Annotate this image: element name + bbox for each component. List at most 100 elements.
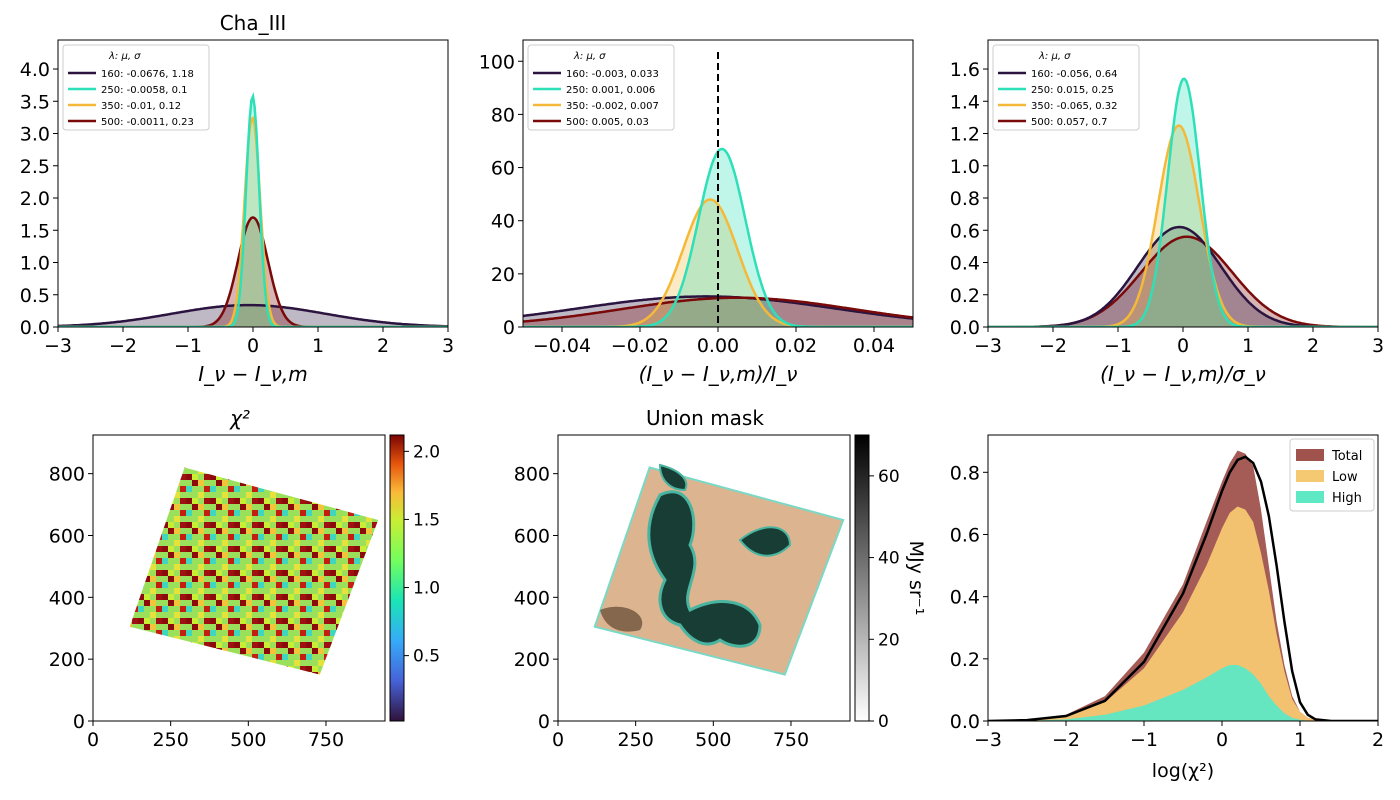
x-tick-label: 750: [308, 729, 344, 751]
series-fit-line: [58, 216, 448, 327]
y-tick-label: 1.4: [950, 91, 980, 113]
colorbar-tick-label: 20: [878, 630, 900, 650]
x-axis-label: (I_ν − I_ν,m)/σ_ν: [1100, 362, 1266, 386]
legend-label: 500: -0.0011, 0.23: [101, 117, 194, 128]
y-axis-ticks: 0.0 0.2 0.4 0.6 0.8 1.0 1.2 1.4 1.6: [950, 59, 988, 339]
x-tick-label: −3: [974, 335, 1002, 357]
y-tick-label: 60: [491, 158, 515, 180]
y-tick-label: 400: [49, 587, 85, 609]
colorbar-tick-label: 1.5: [413, 510, 440, 530]
legend-label: Total: [1331, 449, 1362, 464]
y-tick-label: 200: [49, 649, 85, 671]
legend-swatch: [1296, 491, 1324, 503]
x-tick-label: −1: [1104, 335, 1132, 357]
legend-label: 350: -0.01, 0.12: [101, 101, 181, 112]
x-axis-label: log(χ²): [1152, 760, 1214, 782]
y-tick-label: 0.8: [950, 462, 980, 484]
x-axis-ticks: 0 250 500 750: [87, 721, 344, 751]
legend-box: [527, 44, 675, 131]
plot-area: [58, 91, 448, 327]
legend-label: 250: 0.015, 0.25: [1031, 85, 1114, 96]
x-tick-label: −2: [109, 335, 137, 357]
legend-header: λ: μ, σ: [573, 51, 606, 62]
x-axis-ticks: −3 −2 −1 0 1 2: [974, 721, 1384, 751]
x-tick-label: 0.02: [775, 335, 817, 357]
y-tick-label: 200: [514, 649, 550, 671]
y-tick-label: 1.0: [950, 156, 980, 178]
x-tick-label: −2: [1039, 335, 1067, 357]
panel-chi2-map: χ² 0 250 500 750 0 200 400 600 800 0.5 1.0 1.5 2.0: [49, 406, 440, 751]
plot-area: [988, 450, 1378, 721]
panel-union-mask: Union mask 0 250 500 750 0 200 400 600 800 0 20 4…: [514, 406, 927, 751]
series-fill: [58, 217, 448, 327]
legend-swatch: [1296, 449, 1324, 461]
x-axis-ticks: −3 −2 −1 0 1 2 3: [44, 327, 454, 357]
reference-curve: [988, 455, 1378, 721]
x-tick-label: 3: [1372, 335, 1384, 357]
y-tick-label: 1.6: [950, 59, 980, 81]
plot-area: [988, 77, 1378, 327]
series-fit-line: [523, 198, 913, 327]
series-fill: [988, 227, 1378, 327]
legend-label: 350: -0.002, 0.007: [566, 101, 659, 112]
y-tick-label: 100: [479, 51, 515, 73]
legend-label: 500: 0.057, 0.7: [1031, 117, 1108, 128]
y-tick-label: 1.5: [20, 220, 50, 242]
y-tick-label: 2.5: [20, 156, 50, 178]
legend: λ: μ, σ 160: -0.003, 0.033 250: 0.001, 0.0…: [527, 44, 675, 131]
y-tick-label: 0.6: [950, 220, 980, 242]
y-tick-label: 0: [503, 317, 515, 339]
chi2-map-region: [129, 467, 379, 675]
x-tick-label: 0.04: [853, 335, 895, 357]
y-tick-label: 40: [491, 211, 515, 233]
x-tick-label: 750: [773, 729, 809, 751]
y-tick-label: 600: [49, 525, 85, 547]
series-fill: [58, 118, 448, 327]
y-tick-label: 0.5: [20, 285, 50, 307]
panel-title: Cha_III: [220, 11, 287, 35]
legend-label: 350: -0.065, 0.32: [1031, 101, 1118, 112]
y-axis-ticks: 0 20 40 60 80 100: [479, 51, 523, 339]
series-fill: [58, 305, 448, 327]
colorbar-ticks: 0 20 40 60: [869, 467, 900, 732]
x-tick-label: 0: [87, 729, 99, 751]
legend-label: 250: -0.0058, 0.1: [101, 85, 188, 96]
y-axis-ticks: 0 200 400 600 800: [49, 464, 93, 733]
y-tick-label: 0.0: [950, 317, 980, 339]
legend-label: 160: -0.003, 0.033: [566, 69, 659, 80]
colorbar: [389, 434, 405, 722]
x-tick-label: −1: [1130, 729, 1158, 751]
x-tick-label: −0.04: [533, 335, 591, 357]
x-tick-label: 1: [1242, 335, 1254, 357]
colorbar-tick-label: 2.0: [413, 442, 440, 462]
legend: Total Low High: [1289, 438, 1375, 512]
x-tick-label: −3: [44, 335, 72, 357]
panel-title: χ²: [229, 406, 250, 430]
x-tick-label: 250: [618, 729, 654, 751]
x-axis-label: I_ν − I_ν,m: [198, 362, 307, 386]
x-tick-label: 250: [153, 729, 189, 751]
legend-swatch: [1296, 470, 1324, 482]
histogram-high: [988, 665, 1324, 721]
series-fit-line: [988, 77, 1378, 327]
legend-box: [62, 44, 210, 131]
y-axis-ticks: 0 200 400 600 800: [514, 464, 558, 733]
x-axis-ticks: −0.04 −0.02 0.00 0.02 0.04: [533, 327, 895, 357]
legend-header: λ: μ, σ: [1038, 51, 1071, 62]
plot-area: [523, 52, 913, 327]
y-axis-ticks: 0.0 0.5 1.0 1.5 2.0 2.5 3.0 3.5 4.0: [20, 59, 58, 339]
y-tick-label: 0.4: [950, 587, 980, 609]
axes-frame: [92, 434, 386, 722]
x-tick-label: 1: [312, 335, 324, 357]
axes-frame: [987, 434, 1379, 722]
x-axis-label: (I_ν − I_ν,m)/I_ν: [639, 362, 798, 386]
legend-label: High: [1332, 491, 1362, 506]
y-tick-label: 800: [49, 464, 85, 486]
x-axis-ticks: 0 250 500 750: [552, 721, 809, 751]
legend: λ: μ, σ 160: -0.056, 0.64 250: 0.015, 0.25…: [992, 44, 1140, 131]
y-tick-label: 800: [514, 464, 550, 486]
y-tick-label: 1.0: [20, 253, 50, 275]
y-tick-label: 400: [514, 587, 550, 609]
colorbar-tick-label: 40: [878, 549, 900, 569]
colorbar-ticks: 0.5 1.0 1.5 2.0: [404, 442, 440, 667]
